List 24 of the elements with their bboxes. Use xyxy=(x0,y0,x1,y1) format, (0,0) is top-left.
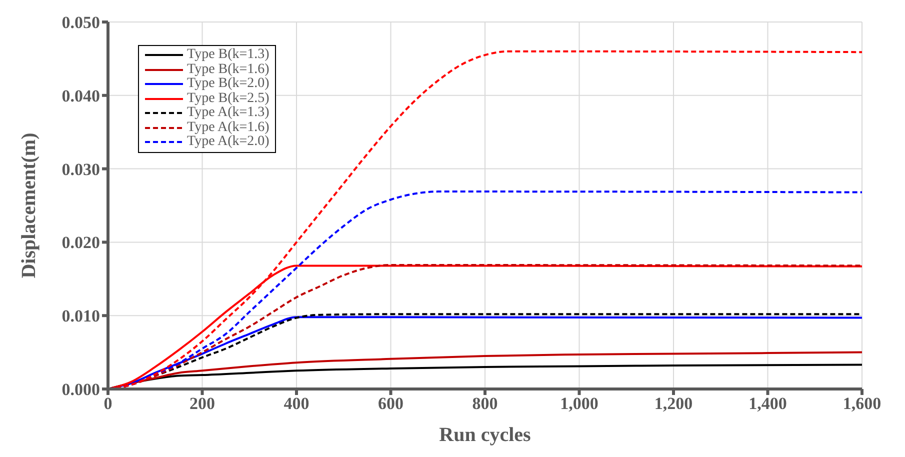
y-tick-label: 0.000 xyxy=(62,380,100,400)
y-tick-label: 0.030 xyxy=(62,160,100,179)
legend-label: Type A(k=2.0) xyxy=(187,134,270,150)
x-tick-label: 600 xyxy=(378,394,404,414)
x-tick-label: 1,000 xyxy=(560,394,598,414)
x-tick-label: 1,400 xyxy=(748,394,787,414)
x-tick-label: 0 xyxy=(104,394,112,414)
legend-label: Type B(k=1.6) xyxy=(187,62,270,77)
y-tick-label: 0.040 xyxy=(62,86,100,106)
y-tick-label: 0.020 xyxy=(62,233,100,252)
legend-label: Type B(k=2.0) xyxy=(187,76,270,92)
legend-label: Type B(k=2.5) xyxy=(187,90,270,106)
x-axis-title: Run cycles xyxy=(439,424,532,446)
legend-label: Type B(k=1.3) xyxy=(187,47,270,62)
x-tick-label: 800 xyxy=(472,394,498,414)
x-tick-label: 1,600 xyxy=(842,394,882,414)
legend-label: Type A(k=1.6) xyxy=(187,120,270,135)
y-tick-label: 0.010 xyxy=(62,306,100,326)
y-tick-label: 0.050 xyxy=(62,13,100,32)
x-tick-label: 200 xyxy=(190,394,215,414)
legend-label: Type A(k=1.3) xyxy=(187,105,270,120)
y-axis-title: Displacement(m) xyxy=(18,132,40,278)
x-tick-label: 400 xyxy=(284,394,310,414)
x-tick-label: 1,200 xyxy=(654,394,693,414)
